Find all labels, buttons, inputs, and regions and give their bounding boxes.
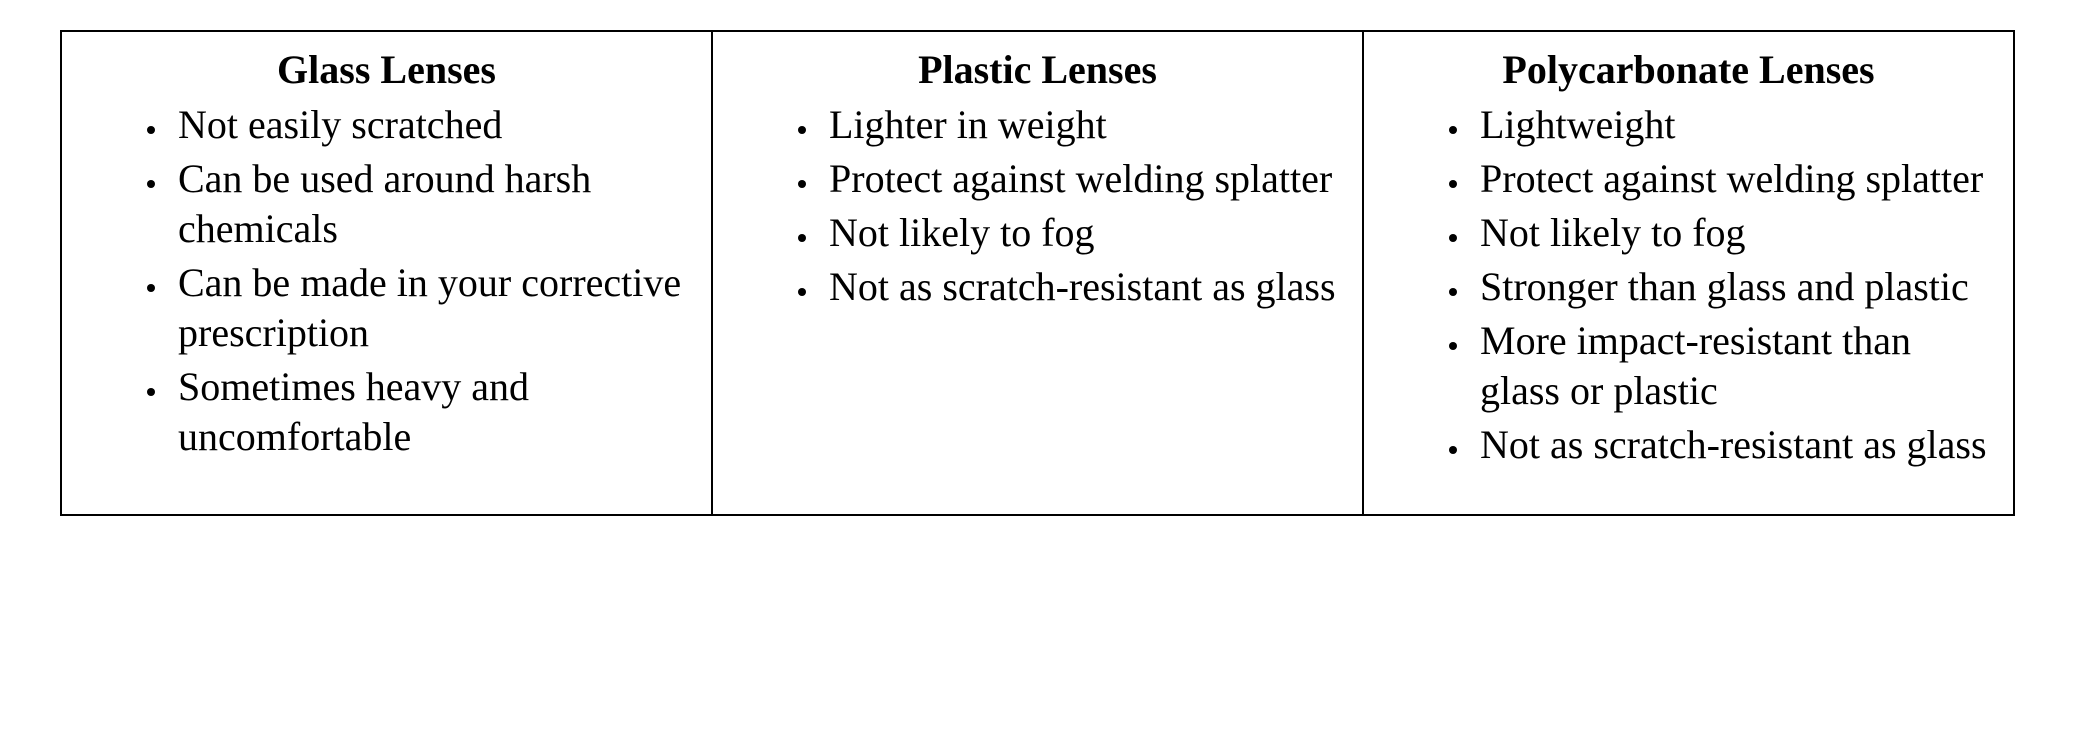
table-cell-polycarbonate: Polycarbonate Lenses Lightweight Protect…: [1363, 31, 2014, 515]
list-item: Not easily scratched: [170, 100, 691, 150]
polycarbonate-list: Lightweight Protect against welding spla…: [1384, 100, 1993, 470]
list-item: Not as scratch-resistant as glass: [1472, 420, 1993, 470]
list-item: Can be made in your corrective prescript…: [170, 258, 691, 358]
list-item: Stronger than glass and plastic: [1472, 262, 1993, 312]
table-cell-plastic: Plastic Lenses Lighter in weight Protect…: [712, 31, 1363, 515]
list-item: Not as scratch-resistant as glass: [821, 262, 1342, 312]
table-cell-glass: Glass Lenses Not easily scratched Can be…: [61, 31, 712, 515]
list-item: Sometimes heavy and uncomfortable: [170, 362, 691, 462]
page-container: Glass Lenses Not easily scratched Can be…: [0, 0, 2075, 750]
list-item: Can be used around harsh chemicals: [170, 154, 691, 254]
list-item: Protect against welding splatter: [1472, 154, 1993, 204]
lenses-comparison-table: Glass Lenses Not easily scratched Can be…: [60, 30, 2015, 516]
list-item: More impact-resistant than glass or plas…: [1472, 316, 1993, 416]
plastic-list: Lighter in weight Protect against weldin…: [733, 100, 1342, 312]
column-header-polycarbonate: Polycarbonate Lenses: [1384, 46, 1993, 94]
list-item: Lightweight: [1472, 100, 1993, 150]
list-item: Protect against welding splatter: [821, 154, 1342, 204]
column-header-plastic: Plastic Lenses: [733, 46, 1342, 94]
table-row: Glass Lenses Not easily scratched Can be…: [61, 31, 2014, 515]
list-item: Not likely to fog: [821, 208, 1342, 258]
list-item: Not likely to fog: [1472, 208, 1993, 258]
list-item: Lighter in weight: [821, 100, 1342, 150]
column-header-glass: Glass Lenses: [82, 46, 691, 94]
glass-list: Not easily scratched Can be used around …: [82, 100, 691, 462]
